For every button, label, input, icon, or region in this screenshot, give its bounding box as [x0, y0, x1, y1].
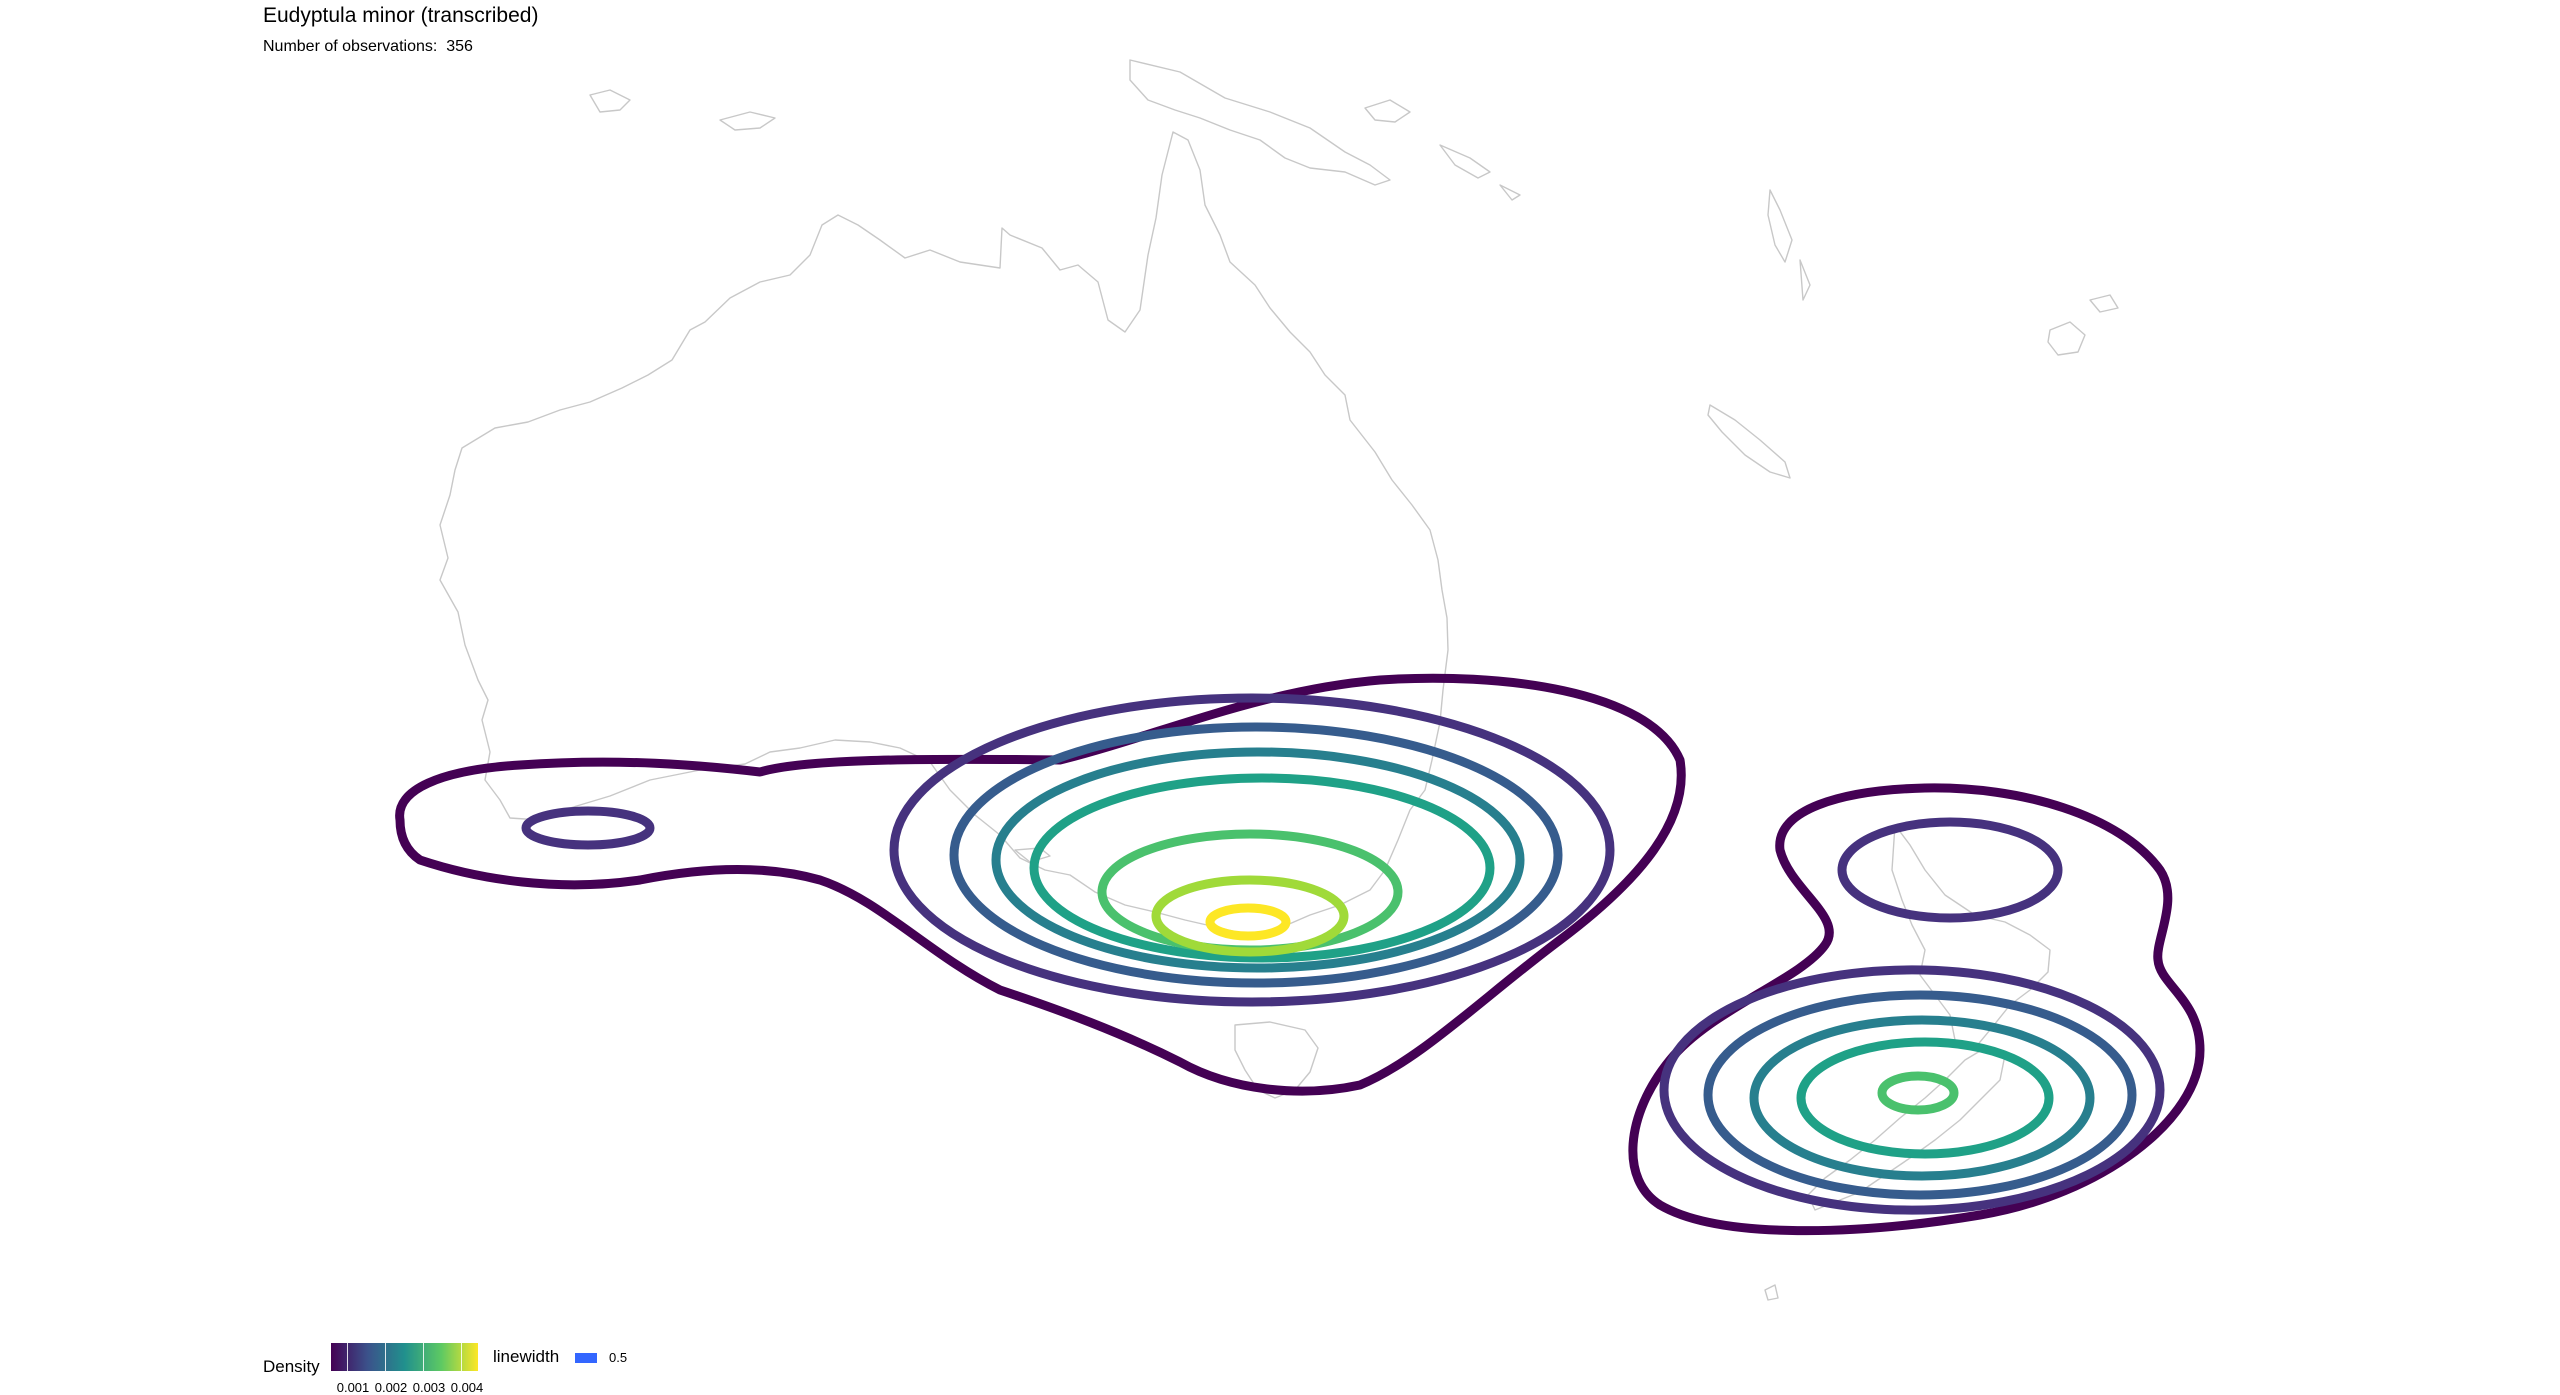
contour-south-nz-level-2 — [1659, 965, 2165, 1215]
contour-se-australia-level-4 — [991, 747, 1525, 973]
contour-se-australia-level-2 — [889, 693, 1615, 1007]
contour-north-nz-level-2 — [1837, 817, 2063, 923]
coastline-new-zealand-north — [1891, 824, 2051, 1049]
legend-linewidth-value: 0.5 — [609, 1350, 628, 1365]
coastline-new-guinea — [1129, 59, 1391, 186]
contour-south-nz-level-3 — [1703, 990, 2137, 1200]
contour-se-australia-level-8 — [1205, 903, 1291, 941]
contour-south-nz-level-5 — [1796, 1037, 2054, 1159]
colorbar-tick — [347, 1343, 348, 1371]
contour-australia-level-1 — [395, 673, 1686, 1096]
legend-linewidth-title: linewidth — [493, 1347, 560, 1366]
colorbar-tick — [461, 1343, 462, 1371]
colorbar-tick-label: 0.001 — [336, 1380, 370, 1395]
coastline-kangaroo-island — [1014, 847, 1051, 863]
contour-se-australia-level-5 — [1029, 773, 1495, 963]
observation-count: Number of observations: 356 — [263, 38, 473, 56]
coastline-australia — [439, 131, 1449, 936]
coastline-stewart-island — [1764, 1284, 1779, 1301]
legend-density-title: Density — [263, 1357, 320, 1376]
contour-se-australia-level-7 — [1151, 875, 1349, 957]
contour-se-australia-level-3 — [949, 722, 1563, 988]
coastline-new-britain — [1364, 99, 1411, 123]
coastline-timor — [719, 111, 776, 131]
colorbar-tick-label: 0.003 — [412, 1380, 446, 1395]
contour-south-nz-level-4 — [1749, 1015, 2095, 1181]
map-title: Eudyptula minor (transcribed) — [263, 4, 539, 27]
coastlines — [439, 59, 2119, 1301]
legend: Density 0.001 0.002 0.003 0.004 linewidt… — [263, 1333, 663, 1395]
colorbar-tick — [385, 1343, 386, 1371]
coastline-vanuatu — [1767, 189, 1811, 301]
contour-south-nz-level-6 — [1877, 1071, 1959, 1115]
legend-density-colorbar — [331, 1343, 478, 1371]
coastline-new-caledonia — [1707, 404, 1791, 479]
coastline-new-zealand-south — [1807, 1047, 2006, 1211]
colorbar-tick-label: 0.004 — [450, 1380, 484, 1395]
contour-sw-australia-level-2 — [521, 806, 655, 850]
coastline-solomons — [1439, 144, 1521, 201]
observation-count-label: Number of observations: — [263, 38, 438, 55]
coastline-sulawesi — [589, 89, 631, 113]
colorbar-tick — [423, 1343, 424, 1371]
density-contours — [395, 673, 2205, 1236]
colorbar-tick-label: 0.002 — [374, 1380, 408, 1395]
coastline-fiji — [2047, 294, 2119, 356]
legend-linewidth-key — [575, 1353, 597, 1363]
observation-count-value: 356 — [446, 38, 473, 55]
